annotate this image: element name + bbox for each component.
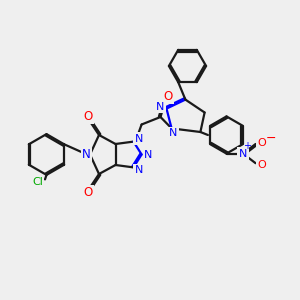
Text: Cl: Cl (32, 177, 43, 188)
Text: O: O (258, 160, 267, 170)
Text: N: N (239, 148, 247, 159)
Text: O: O (84, 110, 93, 123)
Text: N: N (135, 134, 143, 144)
Text: O: O (164, 89, 172, 103)
Text: O: O (258, 137, 267, 148)
Text: N: N (135, 165, 143, 176)
Text: N: N (169, 128, 177, 139)
Text: O: O (84, 186, 93, 199)
Text: +: + (243, 141, 250, 151)
Text: N: N (144, 149, 152, 160)
Text: −: − (265, 132, 276, 145)
Text: N: N (156, 102, 165, 112)
Text: N: N (82, 148, 91, 161)
